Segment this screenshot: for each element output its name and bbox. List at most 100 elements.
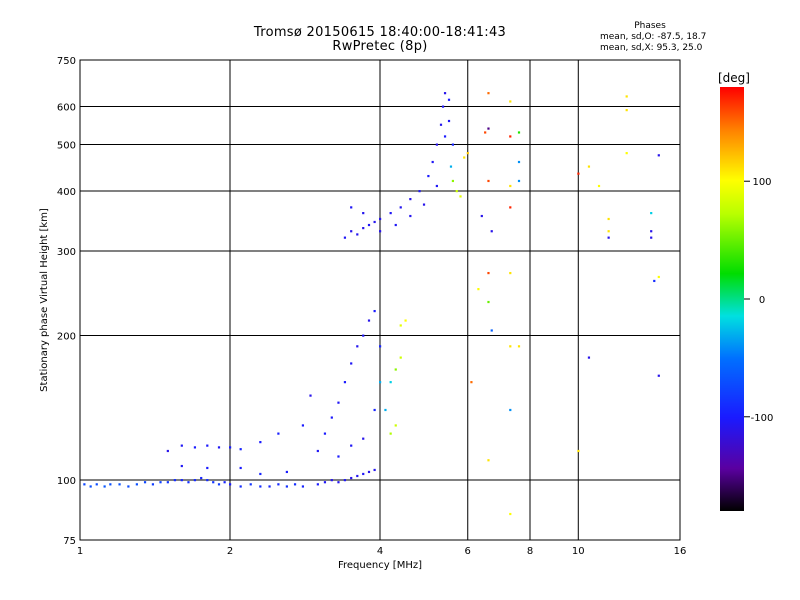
data-point [362, 437, 365, 440]
x-tick-label: 16 [674, 546, 687, 557]
data-point [143, 481, 147, 484]
data-points [83, 92, 660, 516]
data-point [650, 236, 653, 239]
data-point [607, 230, 610, 233]
data-point [239, 448, 242, 451]
data-point [89, 485, 92, 488]
y-tick-label: 500 [57, 141, 76, 152]
data-point [379, 381, 382, 384]
data-point [249, 483, 252, 486]
data-point [373, 309, 376, 313]
data-point [259, 485, 262, 488]
data-point [490, 230, 493, 233]
data-point [343, 236, 347, 239]
data-point [135, 483, 138, 486]
data-point [451, 179, 455, 183]
data-point [323, 481, 327, 484]
data-point [409, 214, 412, 218]
data-point [447, 98, 451, 101]
data-point [389, 212, 392, 215]
data-point [301, 485, 305, 488]
data-point [404, 319, 407, 322]
data-point [229, 483, 232, 486]
data-point [180, 479, 183, 482]
data-point [427, 174, 430, 178]
data-point [367, 319, 371, 322]
data-point [449, 165, 453, 168]
data-point [330, 479, 333, 482]
y-tick-label: 400 [57, 187, 76, 198]
data-point [159, 481, 162, 484]
data-point [173, 479, 177, 482]
data-point [487, 127, 490, 130]
x-tick-label: 2 [227, 546, 233, 557]
data-point [367, 223, 371, 227]
y-axis-label: Stationary phase Virtual Height [km] [39, 208, 50, 392]
data-point [480, 214, 483, 218]
data-point [362, 212, 365, 215]
data-point [239, 485, 242, 488]
data-point [657, 374, 660, 377]
data-point [193, 479, 197, 482]
data-point [268, 485, 271, 488]
data-point [435, 184, 438, 188]
colorbar-ticks: 100 0 -100 [744, 177, 773, 424]
data-point [285, 485, 288, 488]
y-tick-label: 200 [57, 332, 76, 343]
data-point [607, 217, 610, 221]
data-point [217, 483, 221, 486]
data-point [373, 220, 376, 224]
data-point [657, 154, 660, 157]
data-point [259, 441, 262, 444]
data-point [389, 432, 392, 435]
data-point [223, 481, 226, 484]
data-point [487, 179, 490, 183]
data-point [356, 233, 359, 236]
data-point [384, 408, 387, 412]
data-point [399, 206, 402, 209]
data-point [301, 424, 305, 427]
data-point [587, 356, 591, 359]
x-tick-label: 1 [77, 546, 83, 557]
data-point [166, 449, 169, 453]
data-point [443, 135, 447, 138]
data-point [587, 165, 591, 168]
data-point [650, 230, 653, 233]
data-point [418, 190, 421, 193]
data-point [337, 455, 340, 458]
data-point [151, 483, 155, 486]
y-tick-label: 300 [57, 247, 76, 258]
data-point [487, 92, 490, 95]
data-point [118, 483, 121, 486]
data-point [379, 345, 382, 348]
data-point [337, 481, 340, 484]
colorbar-tick-label: 0 [759, 295, 765, 306]
axis-ticks: 1 2 4 6 8 10 16 75 100 200 300 400 500 600 750 [57, 56, 686, 557]
data-point [217, 446, 221, 449]
data-point [409, 198, 412, 201]
colorbar-label: [deg] [718, 71, 750, 85]
colorbar-tick-label: -100 [751, 413, 774, 424]
grid-lines [80, 60, 680, 540]
data-point [337, 401, 340, 404]
data-point [343, 479, 347, 482]
data-point [443, 92, 447, 95]
phase-stats-x: mean, sd,X: 95.3, 25.0 [600, 43, 703, 53]
chart-title: Tromsø 20150615 18:40:00-18:41:43 [253, 25, 507, 40]
data-point [435, 143, 438, 146]
data-point [509, 206, 512, 209]
data-point [509, 100, 512, 103]
data-point [509, 135, 512, 138]
data-point [330, 416, 333, 419]
data-point [394, 424, 397, 427]
data-point [487, 459, 490, 462]
data-point [200, 476, 203, 480]
data-point [399, 356, 402, 359]
data-point [285, 470, 288, 474]
data-point [350, 230, 353, 233]
data-point [350, 444, 353, 447]
data-point [239, 466, 242, 470]
data-point [95, 483, 98, 486]
data-point [394, 223, 397, 227]
